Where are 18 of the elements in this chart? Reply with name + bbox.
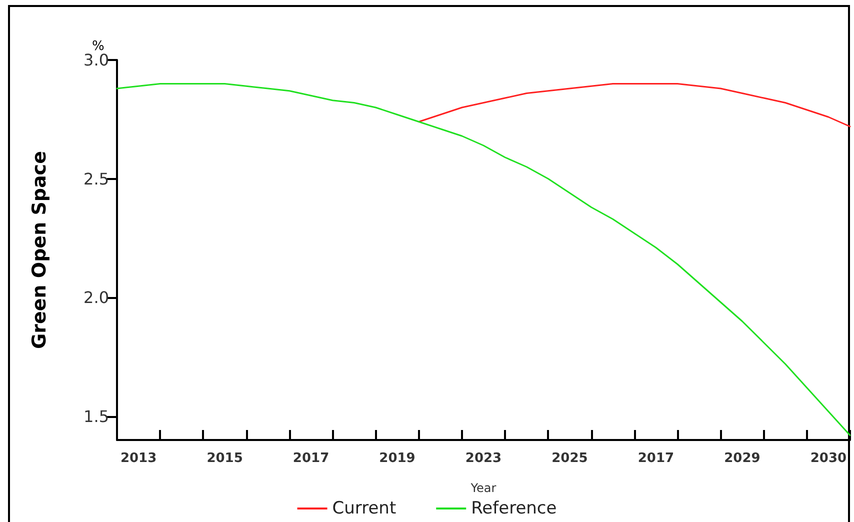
x-tick-label: 2013 [120,451,157,466]
legend-label: Reference [471,498,557,518]
line-series [418,83,851,128]
legend-label: Current [332,498,396,518]
y-axis-title: Green Open Space [28,151,50,349]
y-tick-label: 1.5 [84,406,109,426]
x-tick-label: 2017 [638,451,674,466]
x-tick-label: 2029 [724,451,760,466]
x-tick-label: 2015 [206,451,243,466]
x-tick-label: 2023 [465,451,502,466]
y-tick-label: 2.5 [84,169,109,188]
y-tick-label: 2.0 [84,288,109,307]
x-tick-label: 2025 [552,451,588,466]
x-axis-title: Year [470,481,496,495]
x-tick-label: 2030 [810,451,847,466]
x-tick-label: 2017 [292,451,330,466]
x-tick-label: 2019 [379,451,416,466]
line-series [116,83,851,436]
